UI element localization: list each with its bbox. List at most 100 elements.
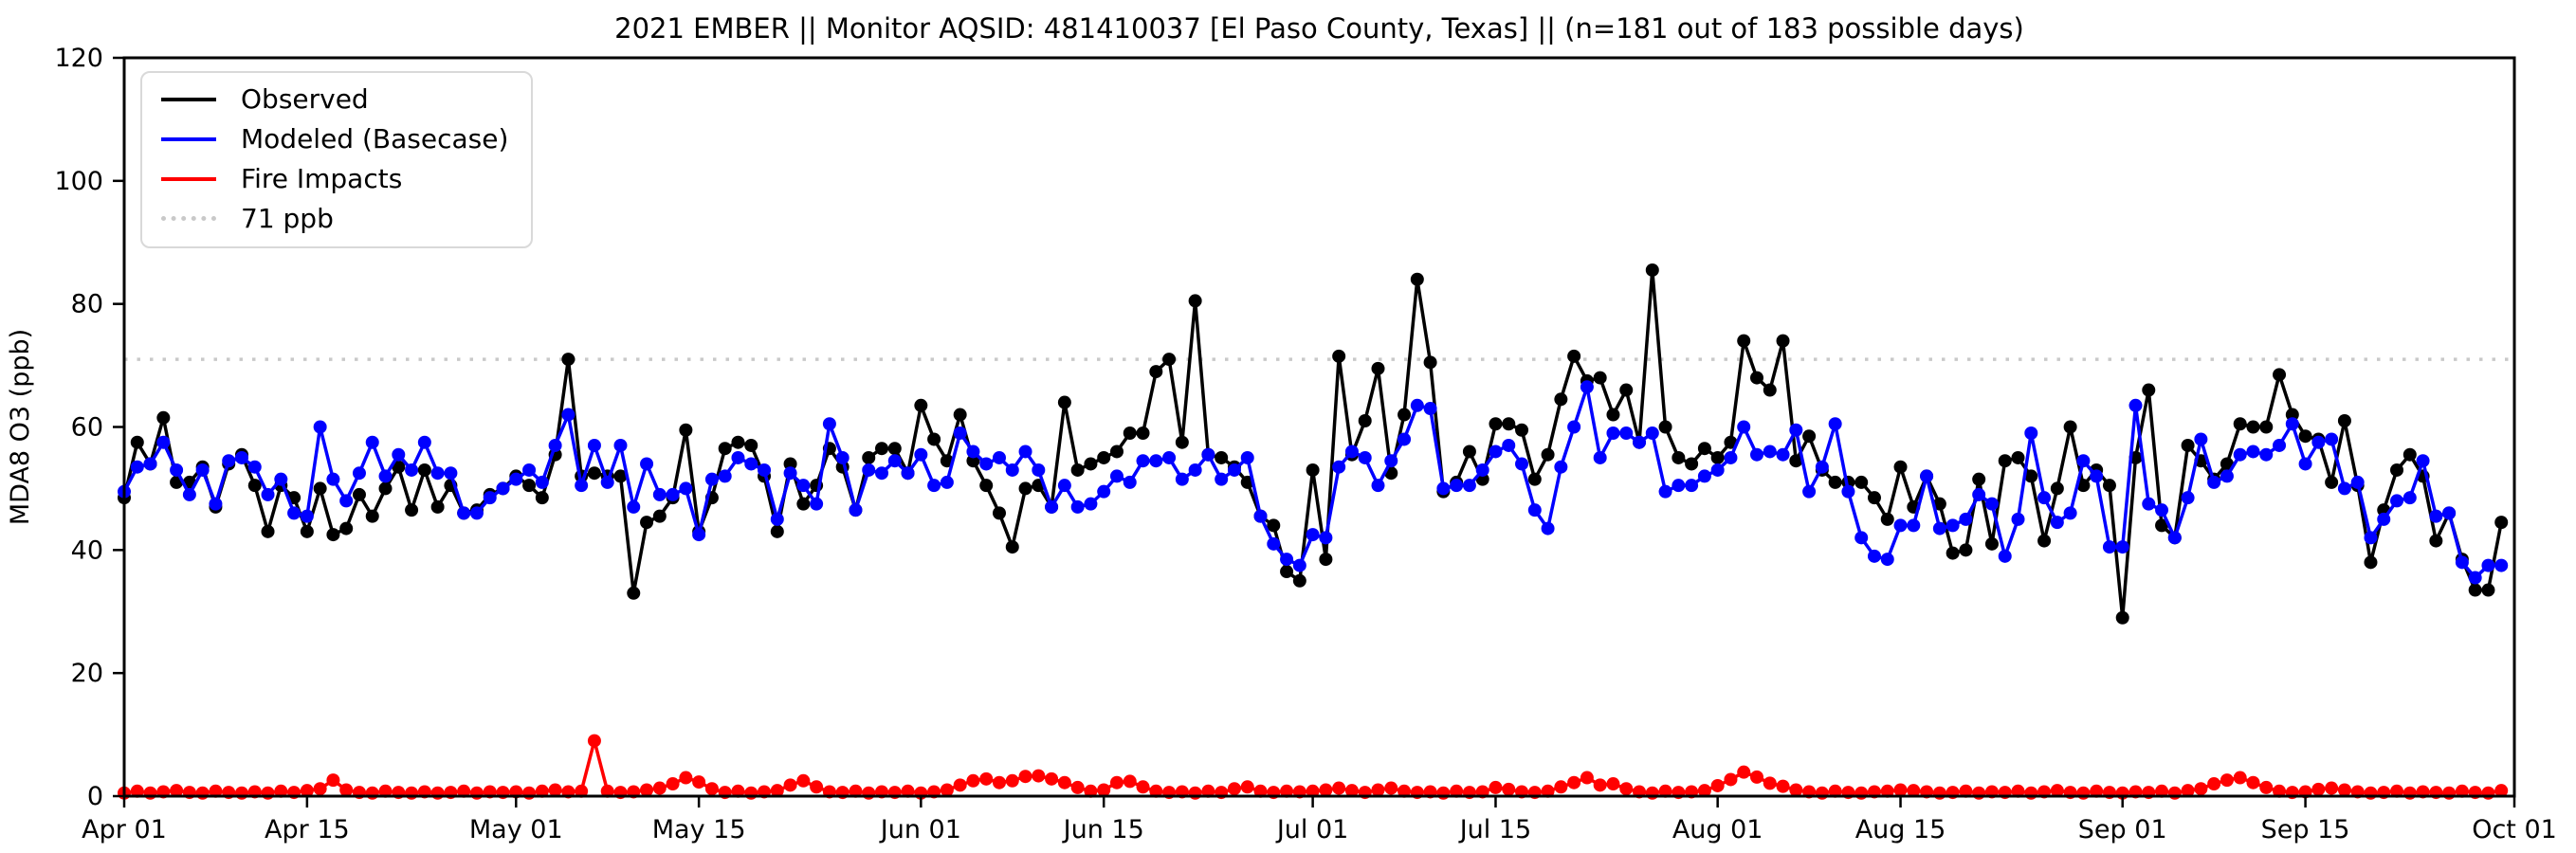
fire-impacts-data-point xyxy=(1136,780,1150,794)
fire-impacts-data-point xyxy=(587,734,601,748)
legend-swatch-observed-icon xyxy=(161,97,216,101)
observed-data-point xyxy=(1763,383,1777,397)
fire-impacts-data-point xyxy=(704,782,719,796)
modeled-basecase-data-point xyxy=(887,454,902,468)
modeled-basecase-data-point xyxy=(835,450,850,464)
observed-data-point xyxy=(953,408,967,422)
fire-impacts-data-point xyxy=(1619,782,1634,796)
modeled-basecase-data-point xyxy=(2455,555,2469,570)
modeled-basecase-data-point xyxy=(2350,475,2365,489)
fire-impacts-data-point xyxy=(2364,786,2378,800)
fire-impacts-data-point xyxy=(1907,784,1921,798)
observed-data-point xyxy=(1175,435,1189,449)
modeled-basecase-data-point xyxy=(2167,531,2182,545)
observed-data-point xyxy=(927,432,941,446)
fire-impacts-data-point xyxy=(1489,780,1503,794)
observed-data-point xyxy=(535,491,549,505)
fire-impacts-data-point xyxy=(1436,786,1451,800)
fire-impacts-data-point xyxy=(1084,784,1098,798)
observed-data-point xyxy=(2181,438,2195,452)
plot-area: Apr 01 Apr 15 May 01 May 15 Jun 01 Jun 15 Jul … xyxy=(6,44,2557,844)
modeled-basecase-data-point xyxy=(2233,447,2247,462)
x-tick-label: Jul 15 xyxy=(1458,815,1532,844)
observed-data-point xyxy=(1162,353,1177,367)
modeled-basecase-data-point xyxy=(875,466,889,481)
observed-data-point xyxy=(1109,445,1124,459)
modeled-basecase-data-point xyxy=(2024,426,2038,440)
fire-impacts-data-point xyxy=(209,784,223,798)
modeled-basecase-data-point xyxy=(2181,491,2195,505)
observed-data-point xyxy=(1854,475,1869,489)
fire-impacts-data-point xyxy=(2259,780,2274,794)
modeled-basecase-data-point xyxy=(1619,426,1634,440)
x-tick-label: Jun 15 xyxy=(1062,815,1144,844)
modeled-basecase-data-point xyxy=(1515,457,1529,471)
modeled-basecase-data-point xyxy=(927,479,941,493)
legend-swatch-threshold-71ppb-icon xyxy=(161,216,216,221)
fire-impacts-data-point xyxy=(1005,773,1019,788)
legend-item-threshold-71ppb: 71 ppb xyxy=(161,202,508,235)
legend-item-modeled-basecase: Modeled (Basecase) xyxy=(161,122,508,155)
fire-impacts-data-point xyxy=(1932,786,1946,800)
fire-impacts-data-point xyxy=(992,775,1006,789)
modeled-basecase-data-point xyxy=(2194,432,2208,446)
fire-impacts-data-point xyxy=(1893,783,1908,797)
y-tick-label: 20 xyxy=(71,659,103,688)
modeled-basecase-data-point xyxy=(1841,484,1855,499)
fire-impacts-data-point xyxy=(652,781,667,795)
modeled-basecase-data-point xyxy=(1398,432,1412,446)
fire-impacts-data-point xyxy=(378,784,393,798)
modeled-basecase-data-point xyxy=(209,497,223,511)
observed-data-point xyxy=(313,481,327,496)
observed-data-point xyxy=(1292,573,1306,588)
modeled-basecase-data-point xyxy=(575,479,589,493)
modeled-basecase-data-point xyxy=(849,503,863,517)
modeled-basecase-data-point xyxy=(2037,491,2052,505)
modeled-basecase-data-point xyxy=(2494,558,2509,572)
fire-impacts-data-point xyxy=(326,773,340,788)
observed-data-point xyxy=(352,487,366,501)
legend-label-fire-impacts: Fire Impacts xyxy=(241,163,403,194)
modeled-basecase-data-point xyxy=(2468,571,2482,585)
modeled-basecase-data-point xyxy=(430,466,445,481)
modeled-basecase-data-point xyxy=(1633,435,1647,449)
fire-impacts-data-point xyxy=(1240,780,1254,794)
observed-data-point xyxy=(640,516,654,530)
observed-data-point xyxy=(1057,395,1071,409)
modeled-basecase-data-point xyxy=(1697,469,1711,483)
fire-impacts-data-point xyxy=(535,784,549,798)
modeled-basecase-data-point xyxy=(352,466,366,481)
y-tick-label: 60 xyxy=(71,413,103,443)
observed-data-point xyxy=(1685,457,1699,471)
fire-impacts-data-point xyxy=(1959,784,1973,798)
modeled-basecase-data-point xyxy=(1959,512,1973,526)
modeled-basecase-data-point xyxy=(1567,420,1581,434)
modeled-basecase-data-point xyxy=(2142,497,2156,511)
fire-impacts-data-point xyxy=(1188,786,1202,800)
fire-impacts-data-point xyxy=(744,786,758,800)
fire-impacts-data-point xyxy=(1149,784,1163,798)
modeled-basecase-data-point xyxy=(1253,509,1268,523)
modeled-basecase-data-point xyxy=(1672,479,1686,493)
modeled-basecase-data-point xyxy=(1907,518,1921,533)
observed-data-point xyxy=(561,353,575,367)
observed-data-point xyxy=(1267,518,1281,533)
x-tick-label: Oct 01 xyxy=(2472,815,2557,844)
observed-data-point xyxy=(1998,454,2012,468)
fire-impacts-data-point xyxy=(2402,786,2417,800)
fire-impacts-data-point xyxy=(1567,775,1581,789)
fire-impacts-data-point xyxy=(1057,775,1071,789)
observed-data-point xyxy=(1893,460,1908,474)
fire-impacts-data-point xyxy=(405,786,419,800)
observed-data-point xyxy=(1984,536,1999,551)
modeled-basecase-data-point xyxy=(457,506,471,520)
observed-data-point xyxy=(1554,392,1568,407)
modeled-basecase-data-point xyxy=(953,426,967,440)
observed-data-point xyxy=(1527,472,1542,486)
observed-data-point xyxy=(365,509,379,523)
fire-impacts-data-point xyxy=(1776,779,1790,793)
fire-impacts-data-point xyxy=(2220,773,2234,788)
modeled-basecase-data-point xyxy=(613,438,628,452)
